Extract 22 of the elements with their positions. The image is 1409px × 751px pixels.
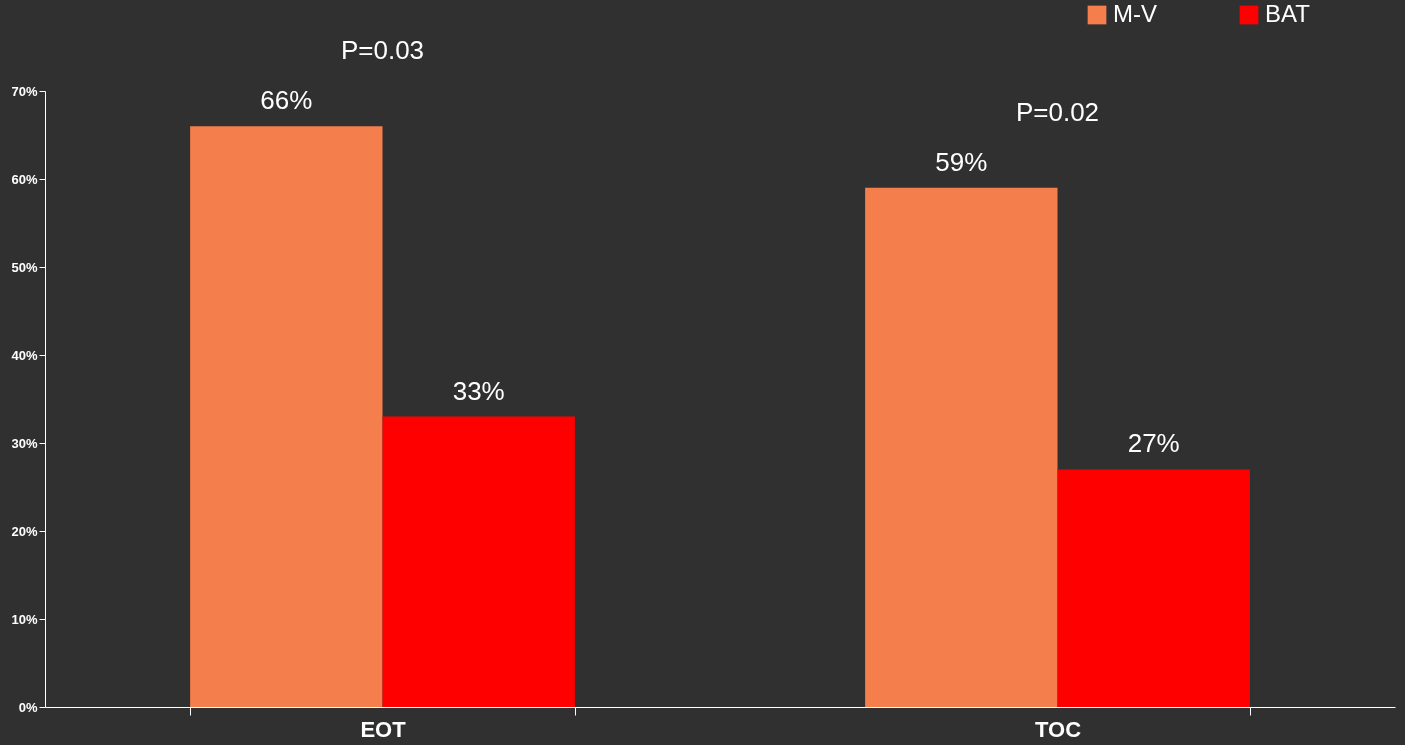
y-tick-label: 40% (11, 347, 38, 363)
y-tick-label: 50% (11, 259, 38, 275)
data-label: 59% (935, 146, 988, 177)
y-tick-label: 70% (11, 83, 38, 99)
y-tick-label: 0% (18, 699, 38, 715)
bar (190, 126, 383, 707)
bar (382, 416, 575, 707)
y-tick-label: 20% (11, 523, 38, 539)
data-label: 27% (1127, 428, 1180, 459)
y-tick-label: 10% (11, 611, 38, 627)
data-label: 33% (452, 375, 505, 406)
annotation: P=0.02 (1015, 96, 1100, 127)
text: P=0.03 (340, 35, 425, 66)
y-tick-label: 60% (11, 171, 38, 187)
bar (865, 187, 1058, 707)
bar (1057, 469, 1250, 707)
x-tick-label: TOC (1034, 716, 1082, 742)
legend-label: BAT (1265, 0, 1311, 27)
y-tick-label: 30% (11, 435, 38, 451)
legend-label: M-V (1113, 0, 1157, 27)
data-label: 66% (260, 85, 313, 116)
x-tick-label: EOT (360, 716, 407, 742)
